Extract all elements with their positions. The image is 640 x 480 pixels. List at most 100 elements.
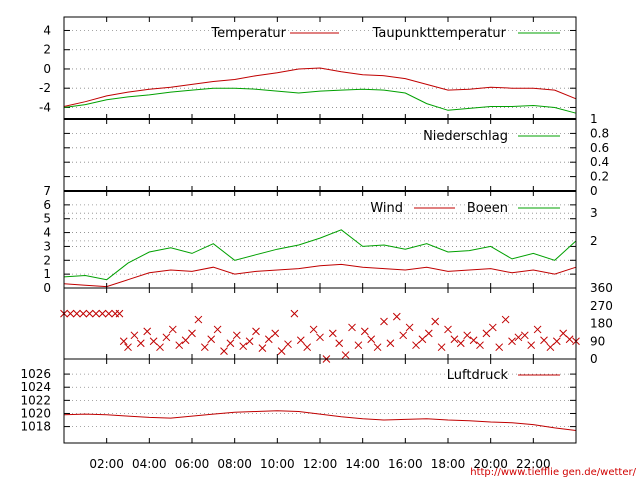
wind-direction-point: [200, 343, 209, 352]
legend-label: Temperatur: [210, 26, 286, 41]
wind-direction-point: [207, 335, 216, 344]
y-tick-label: 3: [43, 239, 51, 253]
wind-direction-point: [456, 339, 465, 348]
wind-direction-point: [85, 309, 94, 318]
x-tick-label: 16:00: [388, 457, 423, 471]
wind-direction-point: [405, 323, 414, 332]
legend-label: Luftdruck: [447, 368, 509, 383]
wind-direction-point: [335, 339, 344, 348]
y-tick-label: 0.4: [590, 155, 609, 169]
series-line-taupunkttemperatur: [63, 87, 577, 114]
right-tick-label: 90: [590, 334, 605, 348]
wind-direction-point: [181, 336, 190, 345]
x-tick-label: 06:00: [175, 457, 210, 471]
wind-direction-point: [303, 343, 312, 352]
wind-direction-point: [546, 343, 555, 352]
wind-direction-point: [444, 325, 452, 334]
wind-direction-point: [271, 329, 280, 338]
wind-direction-point: [316, 333, 324, 342]
wind-direction-point: [220, 347, 228, 355]
y-tick-label: 2: [43, 253, 51, 267]
wind-direction-point: [232, 331, 241, 340]
wind-direction-point: [290, 309, 299, 318]
wind-direction-point: [482, 329, 491, 338]
right-tick-label: 360: [590, 281, 613, 295]
wind-direction-point: [418, 335, 427, 344]
wind-direction-point: [143, 327, 152, 336]
y-tick-label: 0.8: [590, 126, 609, 140]
wind-direction-point: [520, 331, 529, 340]
wind-direction-point: [540, 336, 548, 345]
legend-label: Taupunkttemperatur: [372, 26, 507, 41]
wind-direction-point: [565, 335, 574, 344]
wind-direction-point: [239, 342, 248, 351]
wind-direction-point: [72, 309, 81, 318]
y-tick-label: 4: [43, 226, 51, 240]
wind-direction-point: [119, 337, 128, 346]
wind-direction-point: [264, 335, 273, 344]
wind-direction-point: [309, 325, 318, 334]
wind-direction-point: [226, 339, 235, 348]
legend-label: Wind: [370, 201, 403, 216]
y-tick-label: 0: [43, 62, 51, 76]
series-line-temperatur: [63, 67, 577, 107]
series-line-luftdruck: [63, 410, 577, 431]
wind-direction-point: [552, 337, 561, 346]
series-line-wind: [63, 263, 577, 288]
wind-direction-point: [124, 343, 132, 352]
legend-label: Niederschlag: [423, 129, 508, 144]
y-tick-label: 1: [590, 112, 598, 126]
wind-direction-point: [136, 339, 145, 348]
wind-direction-point: [98, 309, 107, 318]
wind-direction-point: [354, 341, 363, 350]
y-tick-label: 0.2: [590, 170, 609, 184]
wind-direction-point: [501, 315, 510, 324]
footer-url: http://www.tiefflie gen.de/wetter/: [470, 467, 636, 478]
wind-direction-point: [450, 335, 459, 344]
x-tick-label: 12:00: [303, 457, 338, 471]
wind-direction-point: [156, 343, 164, 352]
y-tick-label: 1: [43, 267, 51, 281]
wind-direction-point: [514, 333, 523, 342]
y-tick-label: -2: [39, 81, 51, 95]
wind-direction-point: [130, 331, 139, 340]
right-tick-label: 2: [590, 234, 598, 248]
wind-direction-point: [476, 341, 484, 350]
wind-direction-point: [115, 309, 124, 318]
wind-direction-point: [463, 331, 472, 340]
wind-direction-point: [495, 343, 504, 352]
y-tick-label: 0: [590, 184, 598, 198]
y-tick-label: 1020: [20, 406, 51, 420]
y-tick-label: 0.6: [590, 141, 609, 155]
wind-direction-point: [527, 341, 536, 350]
wind-direction-point: [66, 309, 75, 318]
right-tick-label: 270: [590, 299, 613, 313]
wind-direction-point: [296, 336, 305, 345]
right-tick-label: 180: [590, 317, 613, 331]
wind-direction-point: [168, 325, 177, 334]
wind-direction-point: [162, 333, 171, 342]
wind-direction-point: [341, 351, 350, 359]
wind-direction-point: [328, 329, 337, 338]
right-tick-label: 0: [590, 352, 598, 366]
x-tick-label: 08:00: [217, 457, 252, 471]
wind-direction-point: [559, 329, 568, 338]
x-tick-label: 20:00: [473, 457, 508, 471]
y-tick-label: -4: [39, 100, 51, 114]
wind-direction-point: [367, 335, 376, 344]
x-tick-label: 18:00: [431, 457, 466, 471]
y-tick-label: 5: [43, 212, 51, 226]
wind-direction-point: [175, 341, 184, 350]
y-tick-label: 6: [43, 198, 51, 212]
wind-direction-point: [348, 323, 356, 332]
wind-direction-point: [437, 343, 446, 352]
wind-direction-point: [508, 337, 516, 346]
wind-direction-point: [380, 317, 388, 326]
series-line-boeen: [63, 229, 577, 281]
x-tick-label: 10:00: [260, 457, 295, 471]
wind-direction-point: [469, 336, 478, 345]
right-tick-label: 3: [590, 206, 598, 220]
wind-direction-point: [284, 340, 292, 349]
